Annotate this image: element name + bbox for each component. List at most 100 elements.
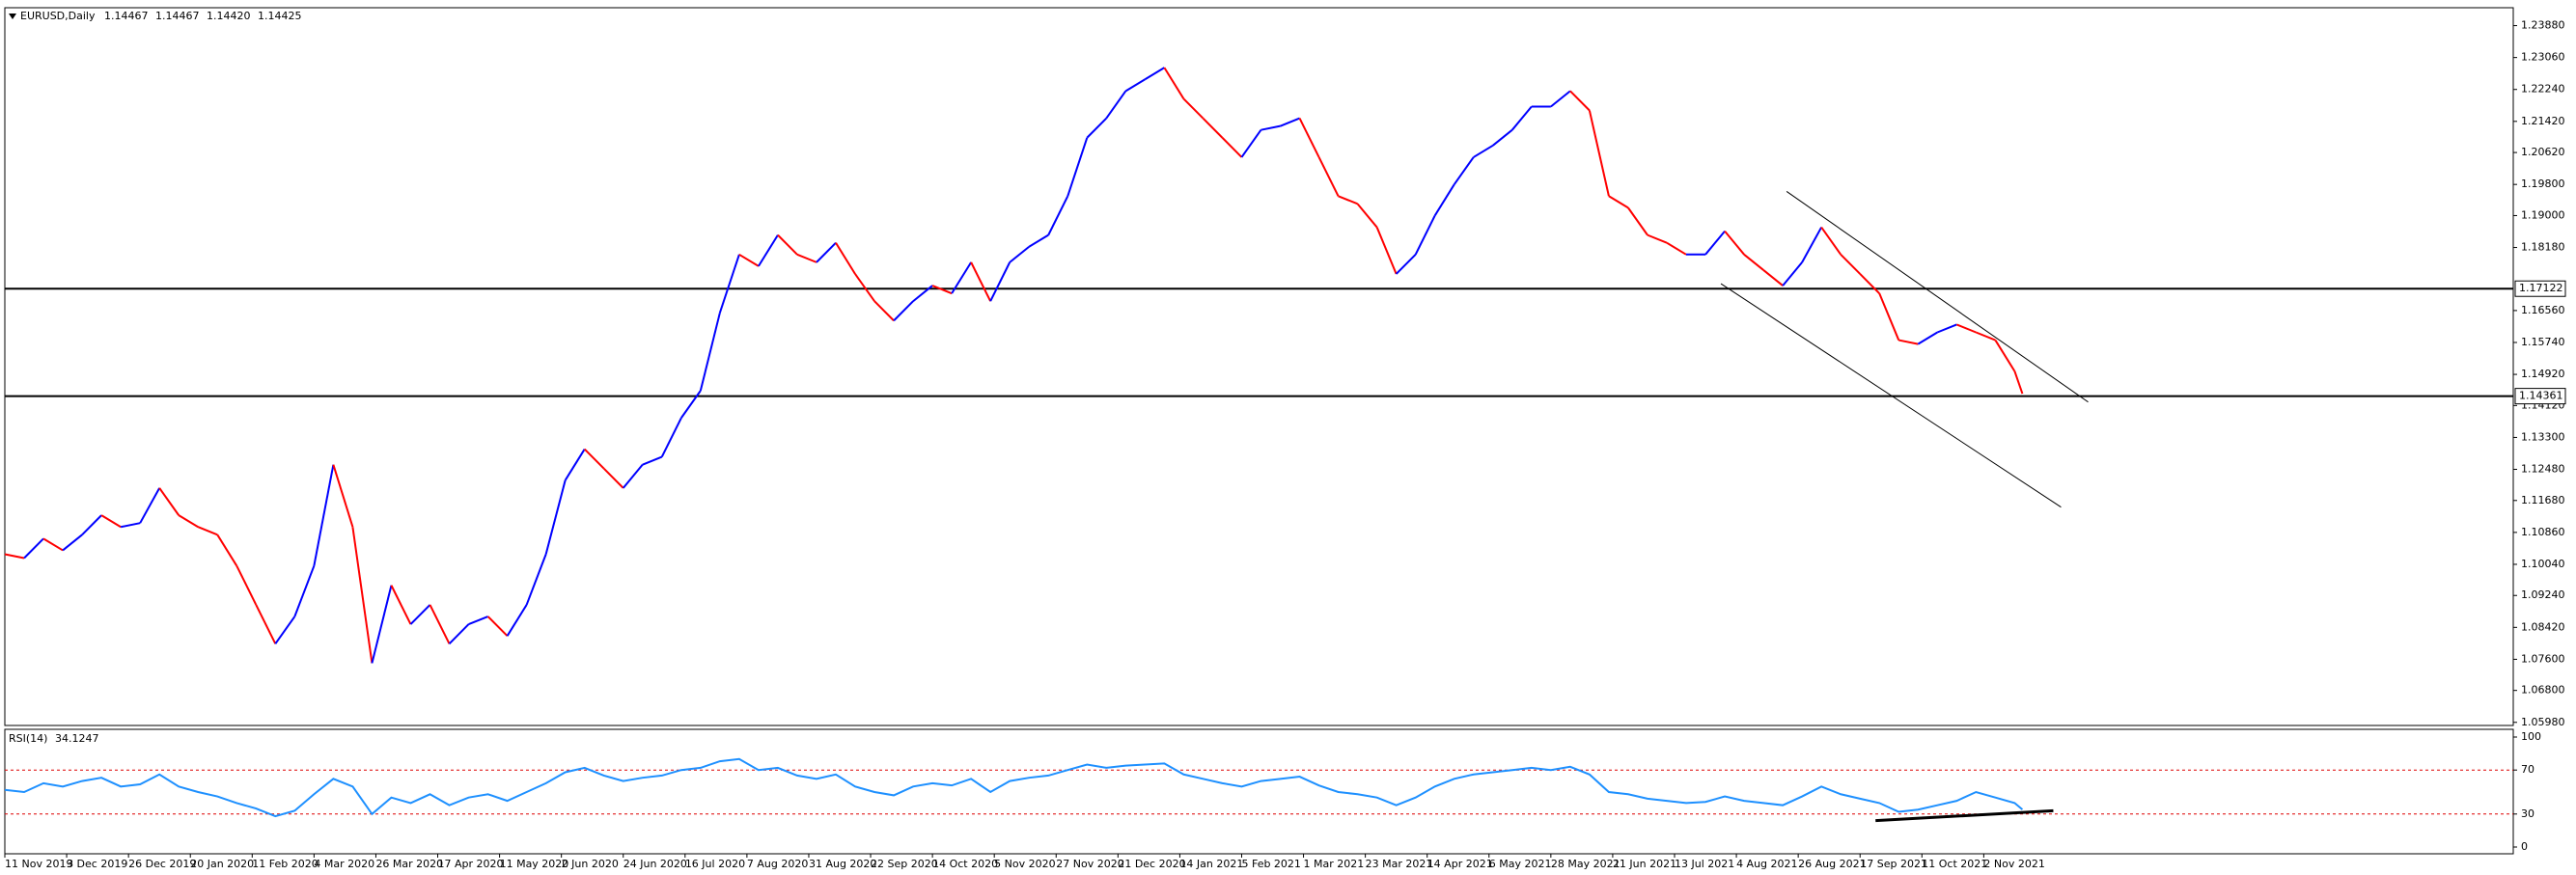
price-segment [564, 449, 586, 481]
price-segment [1801, 227, 1823, 263]
quote-open: 1.14467 [104, 10, 149, 22]
price-segment [313, 464, 335, 566]
price-segment [506, 604, 528, 637]
x-tick-label: 28 May 2021 [1551, 858, 1620, 870]
price-segment [1569, 90, 1591, 112]
y-tick-label: 1.19000 [2521, 208, 2565, 221]
price-segment [583, 448, 605, 470]
y-tick-label: 1.22240 [2521, 83, 2565, 96]
price-segment [1743, 254, 1764, 271]
price-segment [1260, 124, 1281, 131]
price-segment [139, 487, 161, 524]
price-segment [332, 464, 354, 528]
price-segment [235, 565, 258, 606]
price-segment [468, 615, 488, 626]
price-segment [1298, 118, 1320, 158]
quote-close: 1.14425 [258, 10, 302, 22]
panel-menu-icon[interactable] [9, 14, 16, 19]
price-segment [1473, 144, 1494, 158]
price-segment [1878, 292, 1900, 341]
x-tick-label: 2 Jun 2020 [562, 858, 619, 870]
price-segment [158, 487, 180, 516]
rsi-value: 34.1247 [55, 732, 99, 745]
price-segment [1917, 331, 1938, 345]
price-segment [448, 623, 470, 644]
rsi-label: RSI(14) [9, 732, 47, 745]
x-tick-label: 24 Jun 2020 [623, 858, 687, 870]
price-segment [62, 533, 83, 552]
price-segment [699, 313, 721, 392]
price-segment [409, 604, 431, 625]
x-tick-label: 23 Mar 2021 [1366, 858, 1433, 870]
price-segment [1280, 117, 1300, 127]
x-tick-label: 4 Mar 2020 [314, 858, 374, 870]
price-segment [1066, 137, 1089, 197]
price-segment [1009, 245, 1030, 263]
price-segment [1086, 117, 1108, 139]
x-tick-label: 1 Mar 2021 [1304, 858, 1365, 870]
y-tick-label: 1.13300 [2521, 430, 2565, 443]
x-tick-label: 21 Jun 2021 [1613, 858, 1676, 870]
price-segment [1666, 241, 1687, 256]
price-segment [1820, 226, 1842, 256]
price-segment [371, 585, 393, 664]
quote-high: 1.14467 [155, 10, 200, 22]
x-tick-label: 27 Nov 2020 [1056, 858, 1123, 870]
y-tick-label: 1.05980 [2521, 716, 2565, 728]
price-segment [197, 526, 218, 536]
y-tick-label: 1.20620 [2521, 146, 2565, 158]
x-tick-label: 26 Mar 2020 [375, 858, 443, 870]
y-tick-label: 1.21420 [2521, 115, 2565, 127]
x-tick-label: 14 Jan 2021 [1179, 858, 1243, 870]
price-segment [1975, 331, 1996, 342]
x-tick-label: 17 Sep 2021 [1860, 858, 1927, 870]
x-tick-label: 5 Nov 2020 [994, 858, 1055, 870]
rsi-header: RSI(14) 34.1247 [9, 732, 98, 745]
level-label: 1.14361 [2519, 390, 2563, 402]
x-tick-label: 21 Dec 2020 [1118, 858, 1185, 870]
x-tick-label: 3 Dec 2019 [67, 858, 127, 870]
price-segment [274, 615, 296, 644]
price-segment [1762, 269, 1784, 287]
price-segment [1124, 78, 1146, 93]
price-segment [1647, 233, 1668, 244]
price-segment [642, 455, 663, 466]
x-tick-label: 6 May 2021 [1489, 858, 1552, 870]
price-segment [23, 537, 44, 560]
price-segment [1453, 156, 1475, 185]
price-segment [4, 553, 25, 560]
price-segment [931, 285, 953, 295]
price-segment [216, 533, 238, 567]
trendline [1786, 191, 2089, 403]
price-segment [1202, 117, 1224, 139]
price-segment [255, 604, 277, 644]
price-segment [970, 261, 992, 302]
price-segment [42, 537, 64, 552]
rsi-y-tick-label: 0 [2521, 840, 2528, 853]
price-segment [429, 604, 451, 644]
price-segment [100, 514, 122, 529]
price-segment [1105, 90, 1127, 120]
x-tick-label: 20 Jan 2020 [190, 858, 254, 870]
price-segment [525, 554, 547, 606]
x-tick-label: 17 Apr 2020 [438, 858, 504, 870]
price-segment [293, 565, 316, 617]
symbol: EURUSD,Daily [20, 10, 96, 22]
x-tick-label: 5 Feb 2021 [1241, 858, 1300, 870]
price-segment [390, 585, 412, 625]
x-tick-label: 26 Dec 2019 [128, 858, 196, 870]
price-segment [1608, 195, 1629, 209]
y-tick-label: 1.07600 [2521, 652, 2565, 665]
chart-header: EURUSD,Daily 1.14467 1.14467 1.14420 1.1… [20, 10, 301, 22]
y-tick-label: 1.10040 [2521, 558, 2565, 570]
x-tick-label: 11 Nov 2019 [5, 858, 72, 870]
price-segment [178, 514, 199, 529]
x-tick-label: 31 Aug 2020 [809, 858, 876, 870]
price-segment [1955, 323, 1977, 334]
price-segment [1317, 156, 1340, 197]
y-tick-label: 1.23880 [2521, 19, 2565, 32]
y-tick-label: 1.19800 [2521, 178, 2565, 190]
price-segment [1338, 195, 1358, 205]
price-segment [1492, 128, 1513, 147]
price-segment [486, 615, 509, 637]
